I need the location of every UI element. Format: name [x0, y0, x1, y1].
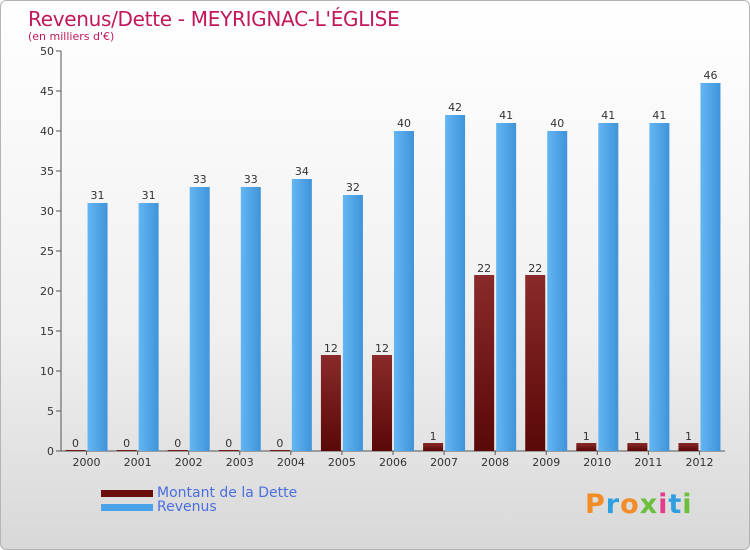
- bar-revenue: [547, 131, 568, 451]
- data-label-revenue: 34: [295, 165, 309, 178]
- bar-revenue: [496, 123, 517, 451]
- bar-revenue: [700, 83, 721, 451]
- bar-debt: [320, 355, 341, 451]
- bar-debt: [423, 443, 444, 451]
- data-label-revenue: 33: [193, 173, 207, 186]
- chart-bars: [65, 83, 721, 451]
- y-tick-label: 5: [47, 405, 54, 418]
- bar-revenue: [445, 115, 466, 451]
- data-label-debt: 0: [276, 437, 283, 450]
- y-tick-label: 20: [40, 285, 54, 298]
- bar-debt: [525, 275, 546, 451]
- data-label-debt: 0: [225, 437, 232, 450]
- data-label-debt: 0: [174, 437, 181, 450]
- x-tick-label: 2006: [379, 456, 407, 469]
- bar-debt: [372, 355, 392, 451]
- bar-revenue: [342, 195, 363, 451]
- bar-revenue: [189, 187, 210, 451]
- legend-label-debt: Montant de la Dette: [157, 485, 298, 501]
- data-label-debt: 12: [375, 342, 389, 355]
- y-tick-label: 45: [40, 85, 54, 98]
- data-label-revenue: 46: [703, 69, 717, 82]
- y-tick-label: 35: [40, 165, 54, 178]
- data-label-revenue: 41: [652, 109, 666, 122]
- x-tick-label: 2008: [481, 456, 509, 469]
- bar-debt: [167, 450, 188, 451]
- bar-debt: [218, 450, 239, 451]
- x-tick-label: 2012: [685, 456, 713, 469]
- bar-revenue: [240, 187, 261, 451]
- chart-title: Revenus/Dette - MEYRIGNAC-L'ÉGLISE: [28, 7, 400, 31]
- x-tick-label: 2011: [634, 456, 662, 469]
- legend-label-revenue: Revenus: [157, 499, 217, 515]
- data-label-revenue: 41: [601, 109, 615, 122]
- data-label-revenue: 40: [550, 117, 564, 130]
- chart-subtitle: (en milliers d'€): [28, 30, 115, 43]
- bar-debt: [65, 450, 86, 451]
- data-label-debt: 0: [72, 437, 79, 450]
- bar-debt: [269, 450, 290, 451]
- data-label-revenue: 42: [448, 101, 462, 114]
- data-label-debt: 12: [324, 342, 338, 355]
- y-tick-label: 50: [40, 45, 54, 58]
- x-tick-label: 2007: [430, 456, 458, 469]
- data-label-revenue: 31: [91, 189, 105, 202]
- bar-revenue: [598, 123, 619, 451]
- x-tick-label: 2000: [73, 456, 101, 469]
- data-label-debt: 1: [430, 430, 437, 443]
- data-label-debt: 22: [528, 262, 542, 275]
- y-tick-label: 25: [40, 245, 54, 258]
- data-label-revenue: 33: [244, 173, 258, 186]
- x-tick-label: 2002: [175, 456, 203, 469]
- bar-debt: [474, 275, 495, 451]
- x-tick-label: 2010: [583, 456, 611, 469]
- bar-revenue: [291, 179, 312, 451]
- y-tick-label: 15: [40, 325, 54, 338]
- x-tick-label: 2009: [532, 456, 560, 469]
- chart-data-labels: 0 31 0 31 0 33 0 33 0 34 12 32 12 40 1 42 22 41 22 40 1 41 1 41…: [72, 69, 717, 450]
- legend-swatch-revenue: [101, 504, 153, 511]
- data-label-revenue: 40: [397, 117, 411, 130]
- data-label-revenue: 41: [499, 109, 513, 122]
- bar-revenue: [649, 123, 670, 451]
- x-tick-label: 2001: [124, 456, 152, 469]
- x-tick-label: 2004: [277, 456, 305, 469]
- y-tick-label: 30: [40, 205, 54, 218]
- x-tick-label: 2005: [328, 456, 356, 469]
- data-label-debt: 1: [583, 430, 590, 443]
- bar-debt: [576, 443, 597, 451]
- y-tick-label: 40: [40, 125, 54, 138]
- x-tick-label: 2003: [226, 456, 254, 469]
- bar-revenue: [394, 131, 414, 451]
- legend-swatch-debt: [101, 490, 153, 497]
- data-label-debt: 1: [685, 430, 692, 443]
- bar-debt: [678, 443, 699, 451]
- data-label-debt: 0: [123, 437, 130, 450]
- bar-revenue: [87, 203, 108, 451]
- data-label-debt: 22: [477, 262, 491, 275]
- bar-debt: [627, 443, 648, 451]
- proxiti-logo: Proxiti: [585, 489, 693, 520]
- data-label-debt: 1: [634, 430, 641, 443]
- data-label-revenue: 32: [346, 181, 360, 194]
- y-tick-label: 0: [47, 445, 54, 458]
- bar-debt: [116, 450, 137, 451]
- data-label-revenue: 31: [142, 189, 156, 202]
- y-tick-label: 10: [40, 365, 54, 378]
- bar-revenue: [138, 203, 159, 451]
